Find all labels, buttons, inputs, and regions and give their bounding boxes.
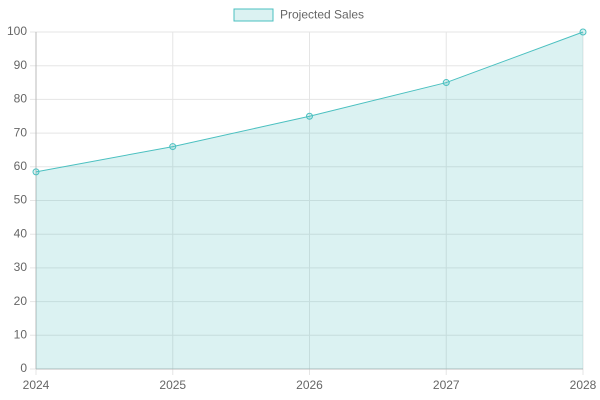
point <box>442 79 450 87</box>
line <box>35 31 584 173</box>
y-tick-label: 30 <box>14 260 28 274</box>
area <box>36 32 583 369</box>
point <box>306 112 313 120</box>
y-tick-label: 20 <box>14 294 28 308</box>
legend-label: Projected Sales <box>280 8 364 22</box>
y-tick-label: 80 <box>14 92 28 106</box>
y-tick-label: 40 <box>14 226 28 240</box>
y-tick-label: 100 <box>7 24 27 38</box>
y-tick-label: 10 <box>14 327 28 341</box>
y-tick-label: 90 <box>14 58 28 72</box>
y-tick-label: 0 <box>20 361 27 375</box>
x-tick-label: 2024 <box>23 378 50 392</box>
point <box>32 168 40 176</box>
y-tick-label: 70 <box>14 125 28 139</box>
y-tick-label: 60 <box>14 159 28 173</box>
x-tick-label: 2026 <box>296 378 323 392</box>
y-tick-label: 50 <box>14 193 28 207</box>
point <box>169 143 177 151</box>
x-tick-label: 2027 <box>433 378 460 392</box>
x-tick-label: 2028 <box>570 378 597 392</box>
legend-swatch <box>233 8 274 22</box>
x-tick-label: 2025 <box>159 378 186 392</box>
point <box>579 28 587 36</box>
